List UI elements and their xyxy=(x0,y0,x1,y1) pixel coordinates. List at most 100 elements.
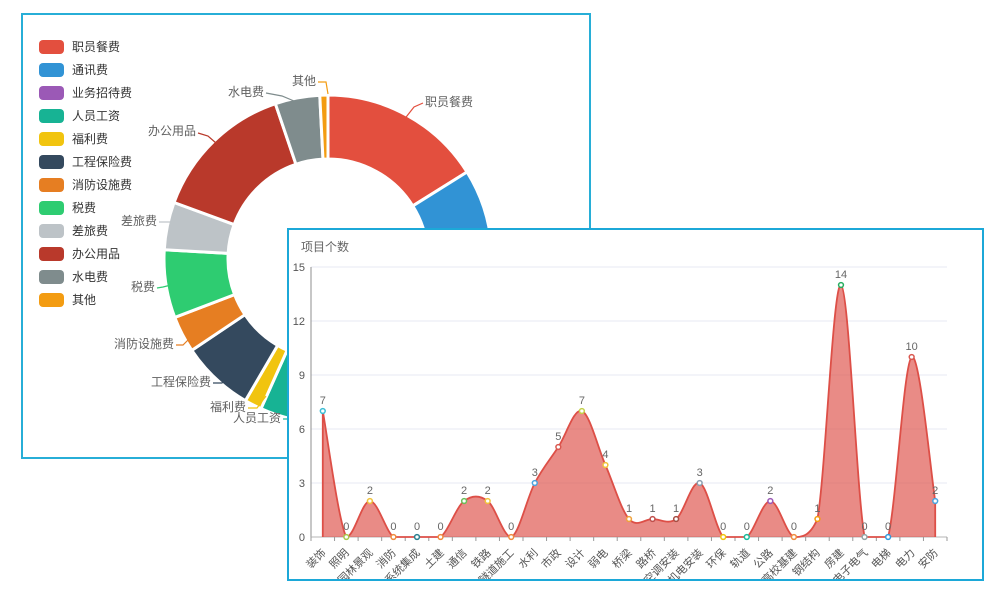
pie-slice[interactable] xyxy=(172,102,298,227)
data-point-value: 10 xyxy=(906,341,918,353)
data-point-value: 1 xyxy=(626,503,632,515)
y-axis-tick-label: 15 xyxy=(293,262,305,274)
data-point[interactable] xyxy=(672,515,680,523)
legend-label: 税费 xyxy=(72,201,97,215)
legend-label: 办公用品 xyxy=(72,247,121,261)
legend-item[interactable]: 差旅费 xyxy=(39,219,132,242)
data-point-value: 0 xyxy=(343,521,349,533)
legend-swatch xyxy=(39,108,64,123)
data-point-value: 0 xyxy=(744,521,750,533)
data-point-value: 0 xyxy=(861,521,867,533)
data-point[interactable] xyxy=(555,443,562,451)
area-fill xyxy=(322,284,936,537)
data-point-value: 2 xyxy=(932,485,938,497)
data-point[interactable] xyxy=(814,515,821,523)
y-axis-tick-label: 0 xyxy=(299,532,305,544)
pie-label-line xyxy=(248,395,267,409)
legend-swatch xyxy=(39,62,64,77)
legend-swatch xyxy=(39,223,64,238)
legend-item[interactable]: 消防设施费 xyxy=(39,173,132,196)
legend-item[interactable]: 水电费 xyxy=(39,265,132,288)
data-point-value: 7 xyxy=(579,395,585,407)
data-point[interactable] xyxy=(932,497,939,505)
pie-label: 人员工资 xyxy=(233,411,281,425)
pie-label: 消防设施费 xyxy=(114,336,174,351)
data-point-value: 7 xyxy=(320,395,326,407)
data-point-value: 0 xyxy=(390,521,396,533)
data-point-value: 0 xyxy=(508,521,514,533)
legend-item[interactable]: 通讯费 xyxy=(39,58,132,81)
pie-label: 差旅费 xyxy=(121,214,157,228)
data-point[interactable] xyxy=(366,497,374,505)
legend-item[interactable]: 办公用品 xyxy=(39,242,132,265)
data-point-value: 0 xyxy=(414,521,420,533)
legend-swatch xyxy=(39,131,64,146)
data-point[interactable] xyxy=(508,533,515,541)
data-point[interactable] xyxy=(837,281,845,289)
data-point[interactable] xyxy=(861,533,868,541)
data-point-value: 2 xyxy=(367,485,373,497)
y-axis-tick-label: 12 xyxy=(293,316,305,328)
legend-swatch xyxy=(39,177,64,192)
data-point-value: 2 xyxy=(461,485,467,497)
data-point[interactable] xyxy=(531,479,538,487)
data-point[interactable] xyxy=(720,533,727,541)
data-point[interactable] xyxy=(319,407,326,415)
data-point-value: 1 xyxy=(649,503,655,515)
legend-label: 通讯费 xyxy=(72,63,109,77)
data-point[interactable] xyxy=(908,353,915,361)
data-point-value: 0 xyxy=(791,521,797,533)
pie-label-line xyxy=(402,102,424,122)
legend-label: 水电费 xyxy=(72,270,109,284)
legend-item[interactable]: 福利费 xyxy=(39,127,132,150)
data-point[interactable] xyxy=(484,497,491,505)
legend-label: 人员工资 xyxy=(72,109,121,123)
data-point[interactable] xyxy=(578,407,586,415)
data-point[interactable] xyxy=(884,533,892,541)
legend-swatch xyxy=(39,246,64,261)
legend-swatch xyxy=(39,269,64,284)
data-point[interactable] xyxy=(625,515,633,523)
data-point[interactable] xyxy=(437,533,444,541)
data-point[interactable] xyxy=(413,533,421,541)
legend-swatch xyxy=(39,292,64,307)
legend-item[interactable]: 职员餐费 xyxy=(39,35,132,58)
data-point-value: 2 xyxy=(485,485,491,497)
pie-label: 水电费 xyxy=(228,85,264,99)
data-point-value: 4 xyxy=(602,449,608,461)
pie-label: 职员餐费 xyxy=(425,94,473,109)
legend-swatch xyxy=(39,39,64,54)
data-point[interactable] xyxy=(390,533,397,541)
legend-label: 其他 xyxy=(72,293,97,307)
legend-swatch xyxy=(39,154,64,169)
area-chart[interactable]: 0 3 6 9 12 15 7 0 2 0 0 0 2 2 0 3 5 7 4 1 1 1 3 0 0 2 0 1 14 0 0 10 2 xyxy=(289,230,982,579)
data-point[interactable] xyxy=(767,497,774,505)
data-point[interactable] xyxy=(602,461,609,469)
data-point-value: 1 xyxy=(673,503,679,515)
legend-label: 职员餐费 xyxy=(72,40,121,54)
pie-label-line xyxy=(176,336,192,346)
data-point-value: 5 xyxy=(555,431,561,443)
y-axis-tick-label: 6 xyxy=(299,424,305,436)
data-point[interactable] xyxy=(696,479,703,487)
legend-item[interactable]: 工程保险费 xyxy=(39,150,132,173)
y-axis-tick-label: 9 xyxy=(299,370,305,382)
pie-slice[interactable] xyxy=(318,93,330,161)
legend-item[interactable]: 税费 xyxy=(39,196,132,219)
legend-item[interactable]: 人员工资 xyxy=(39,104,132,127)
pie-legend: 职员餐费通讯费业务招待费人员工资福利费 工程保险费 消防设施费税费差旅费办公用品水电… xyxy=(39,35,132,311)
data-point[interactable] xyxy=(743,533,750,541)
legend-label: 差旅费 xyxy=(72,224,109,238)
pie-label: 其他 xyxy=(292,74,316,88)
data-point[interactable] xyxy=(460,497,468,505)
pie-label: 税费 xyxy=(131,280,155,294)
pie-label: 工程保险费 xyxy=(151,374,211,389)
data-point[interactable] xyxy=(343,533,350,541)
y-axis-tick-label: 3 xyxy=(299,478,305,490)
data-point[interactable] xyxy=(790,533,798,541)
data-point[interactable] xyxy=(649,515,656,523)
chart-title: 项目个数 xyxy=(301,240,350,254)
legend-item[interactable]: 业务招待费 xyxy=(39,81,132,104)
data-point-value: 0 xyxy=(720,521,726,533)
legend-item[interactable]: 其他 xyxy=(39,288,132,311)
